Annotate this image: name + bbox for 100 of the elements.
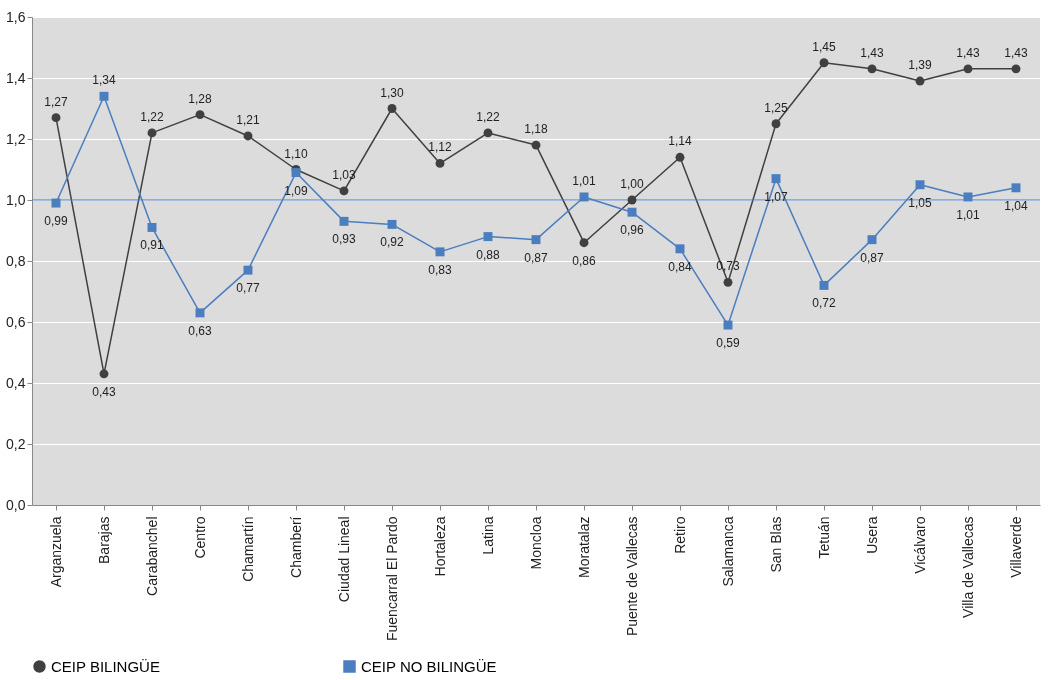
data-label: 0,84 (668, 259, 692, 274)
x-tick-label: Villa de Vallecas (959, 516, 976, 618)
data-label: 1,04 (1004, 198, 1028, 213)
point (195, 110, 205, 120)
x-tick-label: Moncloa (527, 516, 544, 570)
point (723, 277, 733, 287)
point (531, 140, 541, 150)
y-tick-label: 0,4 (6, 374, 26, 391)
x-tick-label: Vicálvaro (911, 516, 928, 574)
x-tick-label: Chamberí (287, 516, 304, 578)
x-tick-label: Usera (863, 516, 880, 554)
point (435, 247, 445, 257)
point (387, 219, 397, 229)
y-tick-label: 1,2 (6, 130, 26, 147)
point (51, 198, 61, 208)
legend-label: CEIP NO BILINGÜE (361, 657, 497, 675)
data-label: 1,27 (44, 94, 68, 109)
x-tick-label: Fuencarral El Pardo (383, 516, 400, 642)
point (771, 174, 781, 184)
x-tick-label: Chamartín (239, 516, 256, 582)
data-label: 1,30 (380, 85, 404, 100)
y-tick-label: 1,0 (6, 191, 26, 208)
data-label: 1,25 (764, 100, 788, 115)
data-label: 1,28 (188, 91, 212, 106)
data-label: 1,05 (908, 195, 932, 210)
point (99, 91, 109, 101)
x-tick-label: Carabanchel (143, 516, 160, 596)
data-label: 0,83 (428, 262, 452, 277)
y-tick-label: 0,2 (6, 435, 26, 452)
data-label: 0,92 (380, 235, 404, 250)
point (339, 186, 349, 196)
x-tick-label: Retiro (671, 516, 688, 554)
data-label: 1,12 (428, 140, 452, 155)
point (147, 128, 157, 138)
x-tick-label: Hortaleza (431, 516, 448, 577)
point (51, 113, 61, 123)
legend-label: CEIP BILINGÜE (51, 657, 160, 675)
x-tick-label: Tetuán (815, 516, 832, 559)
point (291, 168, 301, 178)
data-label: 1,21 (236, 112, 260, 127)
x-tick-label: Latina (479, 516, 496, 555)
point (675, 152, 685, 162)
point (1011, 64, 1021, 74)
data-label: 1,01 (572, 173, 596, 188)
point (147, 222, 157, 232)
point (915, 180, 925, 190)
point (819, 280, 829, 290)
x-tick-label: Arganzuela (47, 516, 64, 588)
y-tick-label: 0,0 (6, 496, 26, 513)
x-tick-label: Villaverde (1007, 516, 1024, 578)
data-label: 0,88 (476, 247, 500, 262)
point (339, 216, 349, 226)
data-label: 1,34 (92, 73, 116, 88)
y-tick-label: 1,4 (6, 69, 26, 86)
data-label: 0,96 (620, 223, 644, 238)
data-label: 0,93 (332, 232, 356, 247)
point (531, 235, 541, 245)
point (819, 58, 829, 68)
x-tick-label: San Blas (767, 516, 784, 573)
y-tick-label: 0,8 (6, 252, 26, 269)
point (243, 131, 253, 141)
point (99, 369, 109, 379)
data-label: 1,14 (668, 134, 692, 149)
point (387, 104, 397, 113)
point (435, 158, 445, 168)
data-label: 0,72 (812, 296, 836, 311)
point (579, 238, 589, 248)
x-tick-label: Ciudad Lineal (335, 516, 352, 603)
data-label: 1,01 (956, 207, 980, 222)
data-label: 1,10 (284, 146, 308, 161)
data-label: 0,77 (236, 281, 260, 296)
data-label: 1,00 (620, 177, 644, 191)
point (483, 128, 493, 138)
point (195, 308, 205, 318)
point (627, 195, 637, 205)
point (627, 207, 637, 217)
point (579, 192, 589, 202)
data-label: 0,91 (140, 238, 164, 253)
data-label: 1,22 (140, 109, 164, 124)
data-label: 0,99 (44, 214, 68, 229)
data-label: 1,39 (908, 58, 932, 73)
data-label: 0,87 (524, 250, 548, 265)
point (771, 119, 781, 129)
data-label: 0,86 (572, 253, 596, 268)
point (243, 265, 253, 275)
x-tick-label: Barajas (95, 516, 112, 564)
data-label: 1,43 (1004, 45, 1028, 60)
data-label: 1,43 (860, 45, 884, 60)
y-tick-label: 0,6 (6, 313, 26, 330)
x-tick-label: Moratalaz (575, 516, 592, 578)
point (723, 320, 733, 330)
y-tick-label: 1,6 (6, 8, 26, 25)
data-label: 0,59 (716, 336, 740, 351)
point (1011, 183, 1021, 193)
data-label: 0,63 (188, 323, 212, 338)
data-label: 1,43 (956, 45, 980, 60)
data-label: 1,22 (476, 109, 500, 124)
x-tick-label: Puente de Vallecas (623, 516, 640, 637)
point (963, 64, 973, 74)
data-label: 1,45 (812, 39, 836, 54)
